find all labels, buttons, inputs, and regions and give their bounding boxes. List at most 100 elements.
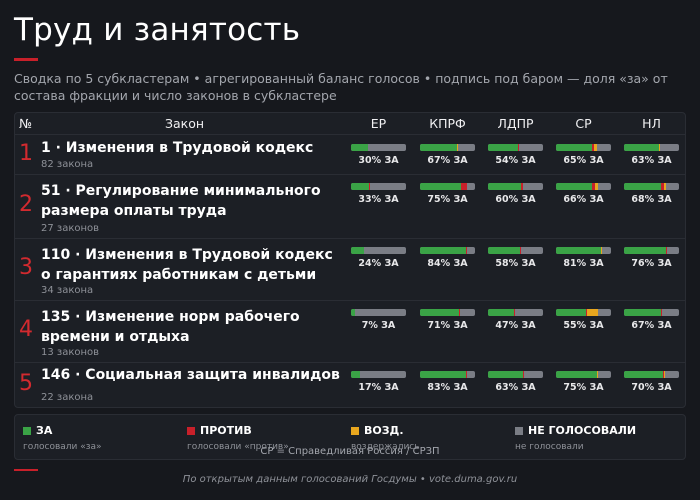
votes-table: № Закон ЕР КПРФ ЛДПР СР НЛ 1 1 · Изменения в … [14, 112, 686, 408]
vote-bar [351, 371, 406, 378]
bar-segment-protiv [459, 309, 460, 316]
bar-segment-protiv [519, 247, 521, 254]
bar-segment-za [420, 371, 466, 378]
legend-name: ПРОТИВ [200, 424, 252, 437]
row-number: 5 [19, 370, 33, 396]
bar-label: 68% ЗА [631, 194, 672, 205]
bar-segment-protiv [592, 183, 596, 190]
legend-item: ЗА голосовали «за» [23, 420, 102, 452]
bar-segment-za [488, 183, 521, 190]
bar-label: 67% ЗА [631, 320, 672, 331]
bar-segment-protiv [660, 309, 662, 316]
header-party-0: ЕР [370, 116, 387, 131]
bar-segment-protiv [658, 144, 660, 151]
bar-segment-za [624, 309, 661, 316]
source-credit: По открытым данным голосований Госдумы •… [182, 474, 518, 485]
bar-segment-protiv [465, 371, 467, 378]
bar-segment-za [420, 247, 467, 254]
vote-bar [556, 371, 611, 378]
bar-label: 83% ЗА [427, 382, 468, 393]
law-count: 82 закона [41, 159, 94, 170]
legend-desc: голосовали «против» [187, 442, 289, 452]
vote-bar [556, 309, 611, 316]
bar-label: 70% ЗА [631, 382, 672, 393]
legend-swatch [515, 426, 523, 435]
bar-segment-za [556, 144, 592, 151]
vote-bar [351, 309, 406, 316]
header-party-4: НЛ [642, 116, 661, 131]
footer-accent-rule [14, 469, 38, 471]
vote-bar [420, 371, 475, 378]
legend-desc: голосовали «за» [23, 442, 102, 452]
bar-label: 66% ЗА [563, 194, 604, 205]
page-title: Труд и занятость [14, 12, 301, 48]
bar-segment-za [624, 183, 662, 190]
bar-label: 30% ЗА [358, 155, 399, 166]
bar-segment-protiv [513, 309, 515, 316]
bar-segment-za [624, 247, 666, 254]
bar-label: 7% ЗА [361, 320, 396, 331]
table-header: № Закон ЕР КПРФ ЛДПР СР НЛ [15, 113, 685, 135]
legend: СР = Справедливая Россия / СРЗП ЗА голосо… [14, 414, 686, 460]
page-subtitle: Сводка по 5 субкластерам • агрегированны… [14, 71, 668, 103]
bar-label: 67% ЗА [427, 155, 468, 166]
vote-bar [351, 247, 406, 254]
bar-segment-za [556, 309, 587, 316]
legend-swatch [23, 426, 31, 435]
bar-segment-za [351, 247, 365, 254]
bar-segment-za [420, 183, 462, 190]
bar-segment-za [556, 183, 593, 190]
header-party-2: ЛДПР [497, 116, 534, 131]
bar-segment-protiv [369, 183, 370, 190]
table-row: 2 51 · Регулирование минимального размера… [15, 175, 685, 239]
bar-segment-protiv [661, 183, 664, 190]
law-count: 34 закона [41, 285, 94, 296]
bar-label: 17% ЗА [358, 382, 399, 393]
legend-name: ЗА [36, 424, 53, 437]
bar-segment-za [351, 144, 368, 151]
bar-segment-protiv [591, 144, 594, 151]
bar-segment-za [488, 144, 518, 151]
bar-segment-za [351, 183, 370, 190]
legend-item: ПРОТИВ голосовали «против» [187, 420, 289, 452]
header-num: № [19, 116, 33, 131]
bar-segment-vozd [595, 183, 598, 190]
vote-bar [624, 371, 679, 378]
bar-segment-za [420, 144, 457, 151]
legend-note: СР = Справедливая Россия / СРЗП [260, 446, 440, 457]
vote-bar [488, 371, 543, 378]
bar-label: 24% ЗА [358, 258, 399, 269]
bar-segment-protiv [665, 247, 667, 254]
law-title: 1 · Изменения в Трудовой кодекс [41, 140, 314, 156]
bar-label: 76% ЗА [631, 258, 672, 269]
header-party-3: СР [575, 116, 592, 131]
vote-bar [420, 144, 475, 151]
bar-label: 33% ЗА [358, 194, 399, 205]
law-title: 51 · Регулирование минимального размера … [41, 183, 321, 219]
bar-label: 55% ЗА [563, 320, 604, 331]
bar-segment-za [624, 371, 663, 378]
bar-segment-vozd [597, 371, 598, 378]
vote-bar [488, 309, 543, 316]
vote-bar [556, 144, 611, 151]
bar-label: 65% ЗА [563, 155, 604, 166]
bar-label: 47% ЗА [495, 320, 536, 331]
bar-segment-vozd [593, 144, 597, 151]
bar-label: 63% ЗА [631, 155, 672, 166]
vote-bar [420, 309, 475, 316]
vote-bar [351, 144, 406, 151]
table-row: 5 146 · Социальная защита инвалидов 22 зак… [15, 363, 685, 408]
bar-label: 54% ЗА [495, 155, 536, 166]
bar-segment-za [488, 309, 514, 316]
bar-segment-protiv [517, 144, 519, 151]
bar-segment-protiv [586, 309, 587, 316]
bar-label: 71% ЗА [427, 320, 468, 331]
legend-swatch [351, 426, 359, 435]
vote-bar [488, 144, 543, 151]
bar-segment-za [420, 309, 460, 316]
bar-segment-vozd [586, 309, 598, 316]
bar-segment-protiv [662, 371, 664, 378]
law-count: 27 законов [41, 223, 100, 234]
vote-bar [556, 183, 611, 190]
bar-segment-vozd [659, 144, 660, 151]
